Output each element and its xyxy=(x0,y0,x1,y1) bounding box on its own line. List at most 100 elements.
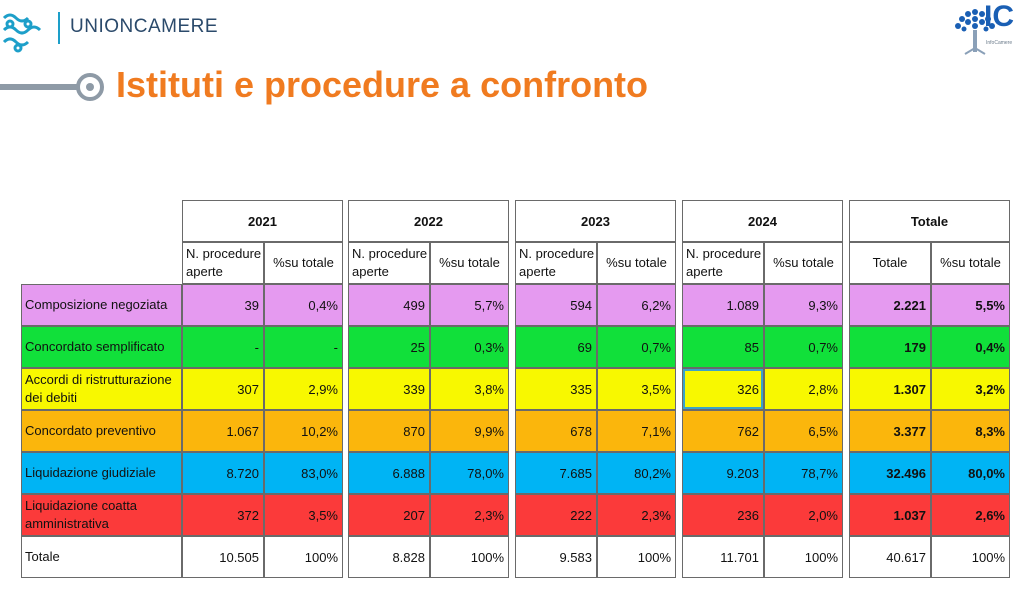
percent-cell: 0,4% xyxy=(931,326,1010,368)
count-cell: 40.617 xyxy=(849,536,931,578)
percent-cell: 80,0% xyxy=(931,452,1010,494)
count-cell: 179 xyxy=(849,326,931,368)
group-header: 2024 xyxy=(682,200,843,242)
count-cell: - xyxy=(182,326,264,368)
title-decoration-bar xyxy=(0,84,92,90)
percent-cell: 100% xyxy=(430,536,509,578)
percent-cell: 2,8% xyxy=(764,368,843,410)
count-cell: 8.828 xyxy=(348,536,430,578)
subheader-count: N. procedure aperte xyxy=(682,242,764,284)
row-label: Totale xyxy=(21,536,182,578)
percent-cell: 0,7% xyxy=(764,326,843,368)
percent-cell: 2,3% xyxy=(430,494,509,536)
count-cell: 1.067 xyxy=(182,410,264,452)
subheader-percent: %su totale xyxy=(430,242,509,284)
brand-name: UNIONCAMERE xyxy=(70,16,219,37)
percent-cell: 8,3% xyxy=(931,410,1010,452)
logo-separator xyxy=(58,12,60,44)
count-cell: 69 xyxy=(515,326,597,368)
row-label: Liquidazione coatta amministrativa xyxy=(21,494,182,536)
percent-cell: 100% xyxy=(264,536,343,578)
row-label: Liquidazione giudiziale xyxy=(21,452,182,494)
data-table: 2021 N. procedure aperte %su totale 2022 N. … xyxy=(21,200,1010,578)
percent-cell: 100% xyxy=(764,536,843,578)
count-cell: 678 xyxy=(515,410,597,452)
count-cell: 307 xyxy=(182,368,264,410)
count-cell: 499 xyxy=(348,284,430,326)
count-cell: 326 xyxy=(682,368,764,410)
subheader-percent: %su totale xyxy=(264,242,343,284)
count-cell: 1.037 xyxy=(849,494,931,536)
count-cell: 9.583 xyxy=(515,536,597,578)
count-cell: 372 xyxy=(182,494,264,536)
percent-cell: 0,3% xyxy=(430,326,509,368)
percent-cell: 6,5% xyxy=(764,410,843,452)
percent-cell: 6,2% xyxy=(597,284,676,326)
percent-cell: 9,3% xyxy=(764,284,843,326)
percent-cell: 100% xyxy=(597,536,676,578)
subheader-count: N. procedure aperte xyxy=(348,242,430,284)
infocamere-logo-subtext: InfoCamere xyxy=(986,40,1013,46)
percent-cell: 100% xyxy=(931,536,1010,578)
count-cell: 8.720 xyxy=(182,452,264,494)
count-cell: 9.203 xyxy=(682,452,764,494)
count-cell: 25 xyxy=(348,326,430,368)
slide-title: Istituti e procedure a confronto xyxy=(116,64,649,105)
percent-cell: 2,9% xyxy=(264,368,343,410)
percent-cell: 83,0% xyxy=(264,452,343,494)
percent-cell: 3,8% xyxy=(430,368,509,410)
percent-cell: 0,7% xyxy=(597,326,676,368)
infocamere-logo-text: IC xyxy=(984,0,1014,33)
count-cell: 3.377 xyxy=(849,410,931,452)
title-decoration-knob xyxy=(76,73,104,101)
count-cell: 236 xyxy=(682,494,764,536)
count-cell: 11.701 xyxy=(682,536,764,578)
count-cell: 207 xyxy=(348,494,430,536)
count-cell: 339 xyxy=(348,368,430,410)
count-cell: 335 xyxy=(515,368,597,410)
percent-cell: 3,5% xyxy=(264,494,343,536)
count-cell: 594 xyxy=(515,284,597,326)
count-cell: 7.685 xyxy=(515,452,597,494)
count-cell: 2.221 xyxy=(849,284,931,326)
percent-cell: 80,2% xyxy=(597,452,676,494)
subheader-percent: %su totale xyxy=(931,242,1010,284)
percent-cell: 2,0% xyxy=(764,494,843,536)
percent-cell: 0,4% xyxy=(264,284,343,326)
unioncamere-logo-icon xyxy=(2,13,42,53)
row-label: Concordato preventivo xyxy=(21,410,182,452)
count-cell: 1.307 xyxy=(849,368,931,410)
count-cell: 1.089 xyxy=(682,284,764,326)
group-header: 2023 xyxy=(515,200,676,242)
percent-cell: 3,5% xyxy=(597,368,676,410)
group-header: Totale xyxy=(849,200,1010,242)
count-cell: 85 xyxy=(682,326,764,368)
count-cell: 870 xyxy=(348,410,430,452)
percent-cell: 10,2% xyxy=(264,410,343,452)
count-cell: 10.505 xyxy=(182,536,264,578)
percent-cell: 78,0% xyxy=(430,452,509,494)
group-header: 2021 xyxy=(182,200,343,242)
percent-cell: 5,7% xyxy=(430,284,509,326)
subheader-count: Totale xyxy=(849,242,931,284)
group-header: 2022 xyxy=(348,200,509,242)
infocamere-tree-icon xyxy=(955,9,995,55)
count-cell: 222 xyxy=(515,494,597,536)
subheader-count: N. procedure aperte xyxy=(182,242,264,284)
percent-cell: - xyxy=(264,326,343,368)
subheader-percent: %su totale xyxy=(764,242,843,284)
percent-cell: 9,9% xyxy=(430,410,509,452)
percent-cell: 7,1% xyxy=(597,410,676,452)
subheader-percent: %su totale xyxy=(597,242,676,284)
row-label: Accordi di ristrutturazione dei debiti xyxy=(21,368,182,410)
count-cell: 32.496 xyxy=(849,452,931,494)
count-cell: 6.888 xyxy=(348,452,430,494)
row-label: Concordato semplificato xyxy=(21,326,182,368)
percent-cell: 2,6% xyxy=(931,494,1010,536)
percent-cell: 2,3% xyxy=(597,494,676,536)
percent-cell: 78,7% xyxy=(764,452,843,494)
percent-cell: 3,2% xyxy=(931,368,1010,410)
percent-cell: 5,5% xyxy=(931,284,1010,326)
count-cell: 39 xyxy=(182,284,264,326)
subheader-count: N. procedure aperte xyxy=(515,242,597,284)
